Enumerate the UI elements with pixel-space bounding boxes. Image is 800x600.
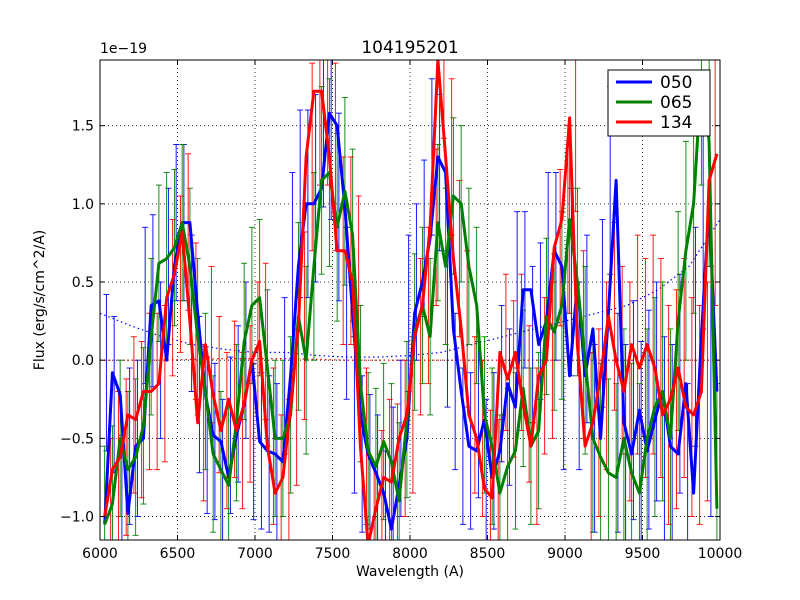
y-tick-label: 1.5 — [72, 119, 94, 135]
x-axis-label: Wavelength (A) — [356, 564, 464, 580]
sky-red-curve — [100, 358, 720, 361]
legend-label-050: 050 — [660, 73, 692, 93]
y-tick-label: 0.0 — [72, 353, 94, 369]
x-tick-label: 7500 — [315, 546, 351, 562]
y-tick-label: −1.0 — [60, 510, 94, 526]
x-tick-label: 6000 — [82, 546, 118, 562]
x-tick-label: 8000 — [392, 546, 428, 562]
x-tick-label: 9500 — [625, 546, 661, 562]
x-tick-label: 9000 — [547, 546, 583, 562]
x-tick-label: 8500 — [470, 546, 506, 562]
x-tick-label: 6500 — [160, 546, 196, 562]
y-offset-text: 1e−19 — [100, 41, 147, 57]
y-tick-label: 0.5 — [72, 275, 94, 291]
x-tick-label: 10000 — [698, 546, 743, 562]
x-tick-label: 7000 — [237, 546, 273, 562]
y-tick-label: 1.0 — [72, 197, 94, 213]
y-tick-label: −0.5 — [60, 431, 94, 447]
legend-label-134: 134 — [660, 113, 692, 133]
chart-title: 104195201 — [361, 38, 458, 58]
y-axis-label: Flux (erg/s/cm^2/A) — [32, 230, 48, 370]
axis-ticks: 6000 6500 7000 7500 8000 8500 9000 9500 10000 −1.… — [60, 60, 742, 562]
legend-label-065: 065 — [660, 93, 692, 113]
series-line-134 — [103, 60, 719, 540]
series-lines — [103, 60, 719, 540]
